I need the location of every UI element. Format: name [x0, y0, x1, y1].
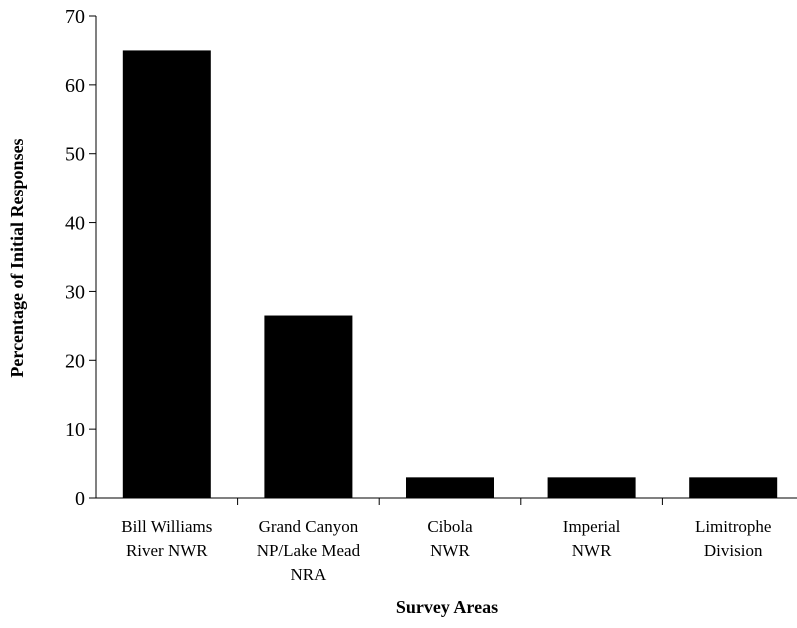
x-category-label: Cibola NWR — [427, 517, 473, 560]
bar — [689, 477, 778, 498]
bar — [547, 477, 636, 498]
x-category-label: Grand Canyon NP/Lake Mead NRA — [257, 517, 361, 584]
y-axis: 0 10 20 30 40 50 60 70 — [65, 6, 97, 510]
x-category-label: Limitrophe Division — [695, 517, 771, 560]
bar — [122, 50, 211, 499]
y-tick-label: 50 — [65, 144, 85, 166]
y-tick-label: 10 — [65, 419, 85, 441]
y-tick-label: 70 — [65, 6, 85, 28]
y-tick-label: 60 — [65, 75, 85, 97]
bars-group — [122, 50, 778, 499]
x-axis-title: Survey Areas — [396, 597, 498, 617]
y-tick-label: 20 — [65, 350, 85, 372]
bar — [406, 477, 494, 498]
x-axis: Bill Williams River NWR Grand Canyon NP/Lak… — [96, 497, 797, 584]
bar — [264, 315, 353, 498]
y-axis-title: Percentage of Initial Responses — [7, 138, 27, 377]
x-category-label: Bill Williams River NWR — [121, 517, 212, 560]
y-tick-label: 40 — [65, 213, 85, 235]
y-tick-label: 30 — [65, 281, 85, 303]
x-category-label: Imperial NWR — [563, 517, 621, 560]
y-tick-label: 0 — [75, 488, 85, 510]
